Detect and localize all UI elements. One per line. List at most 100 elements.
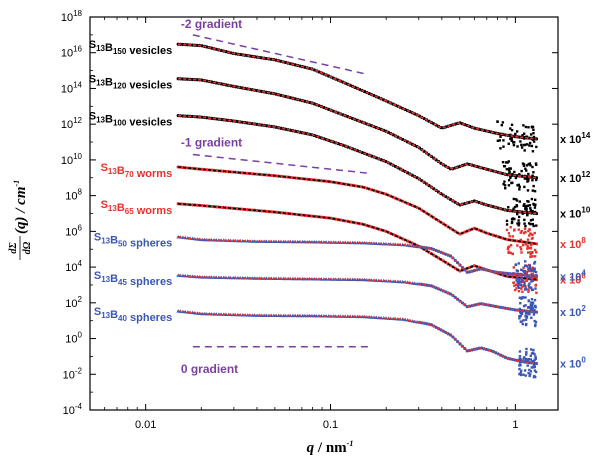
noise-point xyxy=(527,178,530,181)
noise-point xyxy=(519,364,522,367)
noise-point xyxy=(532,184,535,188)
noise-point xyxy=(523,203,526,206)
noise-point xyxy=(511,235,515,238)
noise-point xyxy=(525,351,528,354)
noise-point xyxy=(531,268,535,272)
noise-point xyxy=(504,161,508,164)
noise-point xyxy=(503,184,507,187)
gradient-line xyxy=(192,153,369,174)
noise-point xyxy=(528,276,532,280)
noise-point xyxy=(527,172,530,176)
noise-point xyxy=(510,128,514,132)
noise-point xyxy=(526,358,530,361)
data-point xyxy=(200,78,204,82)
noise-point xyxy=(514,176,518,180)
noise-point xyxy=(523,218,526,222)
noise-point xyxy=(530,305,533,308)
noise-point xyxy=(520,174,523,178)
noise-point xyxy=(533,206,537,209)
noise-point xyxy=(526,189,530,192)
noise-point xyxy=(513,288,517,292)
noise-point xyxy=(518,355,522,358)
noise-point xyxy=(526,213,529,217)
noise-point xyxy=(531,251,534,255)
noise-point xyxy=(516,273,520,277)
noise-point xyxy=(524,360,527,363)
noise-point xyxy=(525,135,529,138)
noise-point xyxy=(527,222,531,225)
y-tick-label: 1016 xyxy=(61,45,83,60)
noise-point xyxy=(529,303,533,307)
noise-point xyxy=(535,291,538,294)
noise-point xyxy=(511,252,514,256)
noise-point xyxy=(506,247,510,251)
noise-point xyxy=(502,182,505,186)
noise-point xyxy=(523,177,527,180)
data-point xyxy=(260,209,264,213)
noise-point xyxy=(515,279,518,282)
noise-point xyxy=(531,308,534,312)
noise-point xyxy=(521,162,525,165)
data-point xyxy=(513,308,517,312)
noise-point xyxy=(533,260,537,264)
noise-point xyxy=(524,243,528,246)
noise-point xyxy=(528,162,532,165)
x-axis-ticks: 0.01 0.1 1 xyxy=(89,17,518,431)
noise-point xyxy=(523,284,526,287)
data-point xyxy=(374,241,379,245)
series-label: S13B100 vesicles xyxy=(89,111,172,129)
noise-point xyxy=(518,185,521,188)
noise-point xyxy=(526,364,529,367)
data-point xyxy=(310,313,314,318)
noise-point xyxy=(523,222,526,225)
noise-point xyxy=(520,210,523,214)
noise-point xyxy=(523,282,526,285)
noise-point xyxy=(520,276,523,279)
noise-point xyxy=(523,185,526,189)
data-point xyxy=(200,115,204,119)
noise-point xyxy=(529,222,532,226)
noise-point xyxy=(522,164,526,167)
noise-point xyxy=(505,228,509,232)
noise-point xyxy=(510,220,514,224)
noise-point xyxy=(517,279,521,283)
noise-point xyxy=(528,282,531,285)
noise-point xyxy=(532,360,536,364)
noise-point xyxy=(520,146,524,149)
noise-point xyxy=(524,357,528,361)
noise-point xyxy=(531,189,535,192)
noise-point xyxy=(532,366,535,369)
noise-point xyxy=(509,243,513,247)
noise-point xyxy=(507,206,510,209)
noise-point xyxy=(525,347,528,351)
noise-point xyxy=(531,266,535,270)
noise-point xyxy=(524,312,528,315)
noise-point xyxy=(531,165,534,169)
noise-point xyxy=(527,269,531,273)
noise-point xyxy=(533,189,537,193)
noise-point xyxy=(522,266,525,269)
noise-point xyxy=(523,369,527,372)
noise-point xyxy=(534,370,538,374)
noise-point xyxy=(525,270,529,274)
noise-point xyxy=(530,197,534,201)
noise-point xyxy=(519,371,522,374)
noise-point xyxy=(531,351,535,355)
noise-point xyxy=(524,205,527,208)
noise-point xyxy=(517,215,521,219)
y-tick-label: 1014 xyxy=(61,80,83,95)
data-point xyxy=(205,237,209,242)
noise-point xyxy=(526,179,530,183)
y-tick-label: 10-2 xyxy=(63,366,83,381)
noise-point xyxy=(519,283,523,287)
noise-point xyxy=(513,228,516,231)
noise-point xyxy=(529,361,532,364)
multiplier-label: x 102 xyxy=(560,304,586,319)
noise-point xyxy=(519,248,523,251)
data-point xyxy=(260,172,264,177)
noise-point xyxy=(534,323,537,326)
y-axis-label: dΣ dΩ (q) / cm-1 xyxy=(8,180,33,260)
noise-point xyxy=(524,304,527,307)
noise-point xyxy=(520,369,523,372)
noise-point xyxy=(525,279,528,282)
